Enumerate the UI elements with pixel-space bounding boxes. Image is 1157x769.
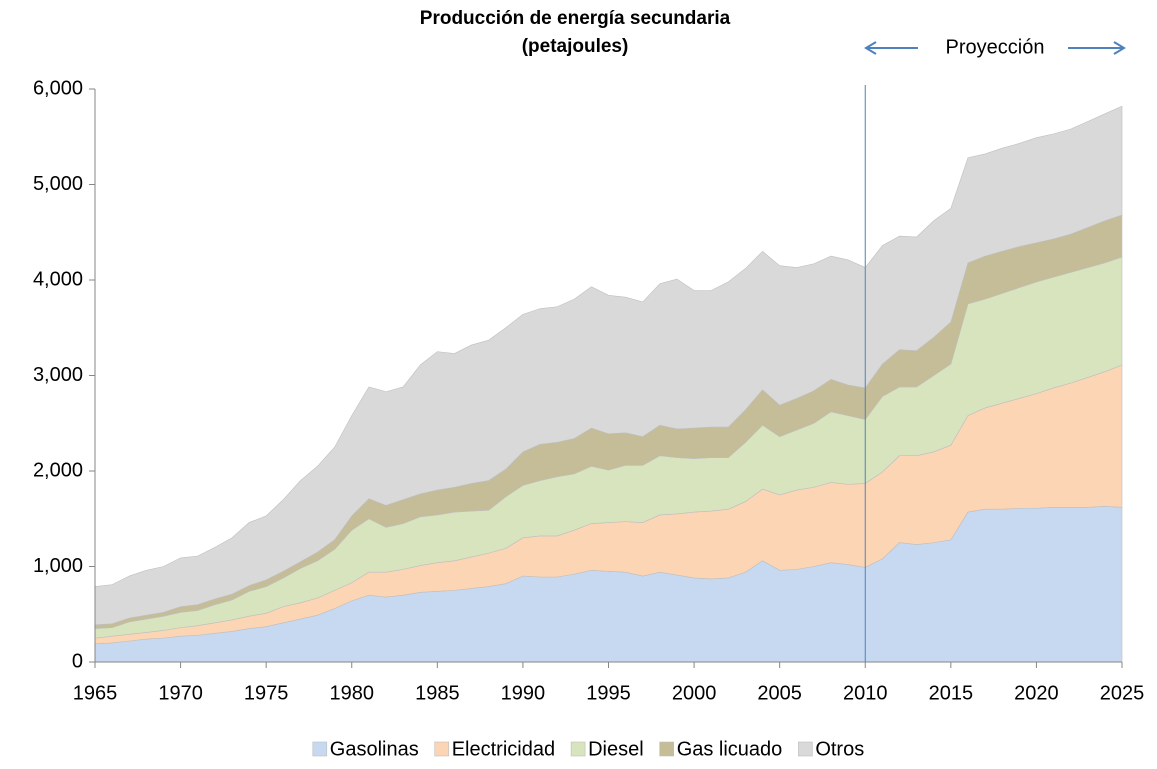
legend-swatch [659, 741, 674, 757]
legend-swatch [570, 741, 586, 757]
legend-label: Diesel [588, 738, 644, 760]
x-tick-label: 1980 [330, 682, 375, 704]
chart-title: Producción de energía secundaria [420, 8, 731, 29]
x-tick-label: 2015 [929, 682, 974, 704]
x-tick-label: 1995 [586, 682, 631, 704]
x-tick-label: 1970 [158, 682, 203, 704]
x-tick-label: 1985 [415, 682, 460, 704]
legend-label: Gasolinas [330, 738, 419, 760]
y-tick-label: 0 [72, 650, 83, 672]
y-tick-label: 5,000 [33, 173, 83, 195]
x-tick-label: 2010 [843, 682, 888, 704]
x-tick-label: 2005 [757, 682, 802, 704]
legend-label: Electricidad [452, 738, 555, 760]
x-tick-label: 2000 [672, 682, 717, 704]
x-tick-label: 1965 [73, 682, 118, 704]
y-tick-label: 3,000 [33, 364, 83, 386]
projection-arrows [864, 41, 1126, 55]
legend-label: Otros [815, 738, 864, 760]
y-tick-label: 6,000 [33, 77, 83, 99]
legend-swatch [434, 741, 450, 757]
y-tick-label: 4,000 [33, 268, 83, 290]
x-tick-label: 2025 [1100, 682, 1145, 704]
legend-label: Gas licuado [677, 738, 783, 760]
legend-swatch [798, 741, 813, 757]
area [94, 105, 1123, 626]
legend: Gasolinas Electricidad Diesel Gas licuado Ot… [312, 738, 864, 760]
x-tick-label: 1990 [501, 682, 546, 704]
y-tick-label: 2,000 [33, 459, 83, 481]
y-tick-label: 1,000 [33, 555, 83, 577]
x-tick-label: 1975 [244, 682, 289, 704]
legend-swatch [312, 741, 328, 757]
chart-subtitle: (petajoules) [522, 36, 629, 57]
annotation: Proyección [946, 36, 1045, 58]
x-tick-label: 2020 [1014, 682, 1059, 704]
